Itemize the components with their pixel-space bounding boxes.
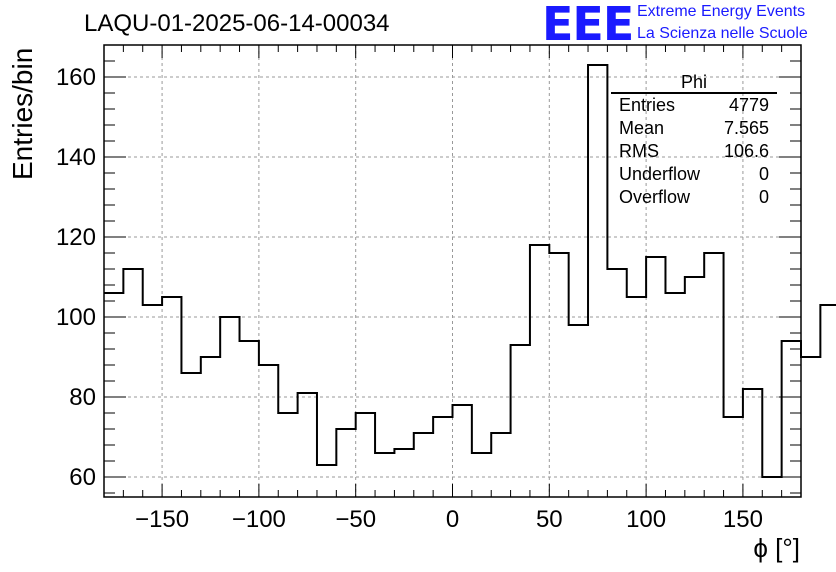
x-axis-label: ϕ [°] bbox=[753, 533, 800, 563]
histogram-bin bbox=[259, 365, 278, 497]
stats-row-overflow: Overflow 0 bbox=[611, 186, 777, 209]
y-axis-label: Entries/bin bbox=[7, 48, 38, 180]
histogram-bin bbox=[298, 393, 317, 497]
y-tick-label: 160 bbox=[56, 64, 96, 91]
stats-row-rms: RMS 106.6 bbox=[611, 140, 777, 163]
stats-row-entries: Entries 4779 bbox=[611, 94, 777, 117]
histogram-bin bbox=[704, 253, 723, 497]
histogram-bin bbox=[588, 65, 607, 497]
y-tick-label: 60 bbox=[69, 464, 96, 491]
stats-value: 7.565 bbox=[723, 118, 769, 138]
histogram-bin bbox=[123, 269, 142, 497]
stats-value: 0 bbox=[758, 164, 769, 184]
y-axis: 60 80 100 120 140 160 bbox=[56, 44, 801, 494]
x-tick-label: −100 bbox=[232, 506, 286, 533]
histogram-bin bbox=[220, 317, 239, 497]
histogram-bin bbox=[433, 417, 452, 497]
histogram-bin bbox=[491, 433, 510, 497]
stats-value: 106.6 bbox=[723, 141, 769, 161]
histogram-bin bbox=[336, 429, 355, 497]
histogram-bin bbox=[762, 477, 781, 497]
histogram-outline bbox=[104, 64, 836, 478]
x-tick-label: −150 bbox=[135, 506, 189, 533]
y-tick-label: 80 bbox=[69, 384, 96, 411]
x-tick-label: 0 bbox=[446, 506, 459, 533]
histogram-bin bbox=[162, 297, 181, 497]
histogram-bin bbox=[317, 465, 336, 497]
histogram-bin bbox=[472, 453, 491, 497]
histogram-bin bbox=[104, 293, 123, 497]
eee-logo: EEE bbox=[542, 0, 634, 51]
stats-title: Phi bbox=[611, 72, 777, 94]
chart-title: LAQU-01-2025-06-14-00034 bbox=[84, 10, 390, 37]
histogram-bin bbox=[240, 341, 259, 497]
histogram-bin bbox=[549, 253, 568, 497]
histogram-bin bbox=[627, 297, 646, 497]
histogram-bin bbox=[375, 453, 394, 497]
histogram-bin bbox=[181, 373, 200, 497]
histogram-bin bbox=[201, 357, 220, 497]
stats-label: Underflow bbox=[619, 164, 701, 184]
x-tick-label: −50 bbox=[335, 506, 376, 533]
histogram-bin bbox=[607, 269, 626, 497]
stats-label: Mean bbox=[619, 118, 665, 138]
histogram-series bbox=[104, 64, 836, 497]
grid-lines bbox=[104, 45, 801, 497]
logo-line-1: Extreme Energy Events bbox=[637, 3, 806, 20]
stats-label: RMS bbox=[619, 141, 659, 161]
histogram-bin bbox=[646, 257, 665, 497]
stats-box: Phi Entries 4779 Mean 7.565 RMS 106.6 Un… bbox=[611, 72, 777, 209]
histogram-bin bbox=[511, 345, 530, 497]
histogram-bin bbox=[665, 293, 684, 497]
histogram-bin bbox=[414, 433, 433, 497]
histogram-bin bbox=[724, 417, 743, 497]
histogram-bin bbox=[743, 389, 762, 497]
x-tick-label: 100 bbox=[626, 506, 666, 533]
y-tick-label: 120 bbox=[56, 224, 96, 251]
histogram-bin bbox=[394, 449, 413, 497]
histogram-bin bbox=[356, 413, 375, 497]
histogram-bin bbox=[278, 413, 297, 497]
stats-label: Overflow bbox=[619, 187, 691, 207]
stats-value: 4779 bbox=[728, 95, 769, 115]
histogram-bin bbox=[820, 305, 836, 497]
stats-row-underflow: Underflow 0 bbox=[611, 163, 777, 186]
stats-value: 0 bbox=[758, 187, 769, 207]
stats-row-mean: Mean 7.565 bbox=[611, 117, 777, 140]
histogram-bin bbox=[569, 325, 588, 497]
histogram-bin bbox=[801, 357, 820, 497]
x-tick-label: 50 bbox=[536, 506, 563, 533]
logo-line-2: La Scienza nelle Scuole bbox=[637, 25, 808, 42]
stats-label: Entries bbox=[619, 95, 676, 115]
histogram-bin bbox=[143, 305, 162, 497]
histogram-bin bbox=[453, 405, 472, 497]
x-tick-label: 150 bbox=[723, 506, 763, 533]
histogram-bin bbox=[530, 245, 549, 497]
y-tick-label: 100 bbox=[56, 304, 96, 331]
histogram-bin bbox=[685, 277, 704, 497]
y-tick-label: 140 bbox=[56, 144, 96, 171]
x-axis: −150 −100 −50 0 50 100 150 bbox=[103, 45, 802, 533]
histogram-bin bbox=[782, 341, 801, 497]
